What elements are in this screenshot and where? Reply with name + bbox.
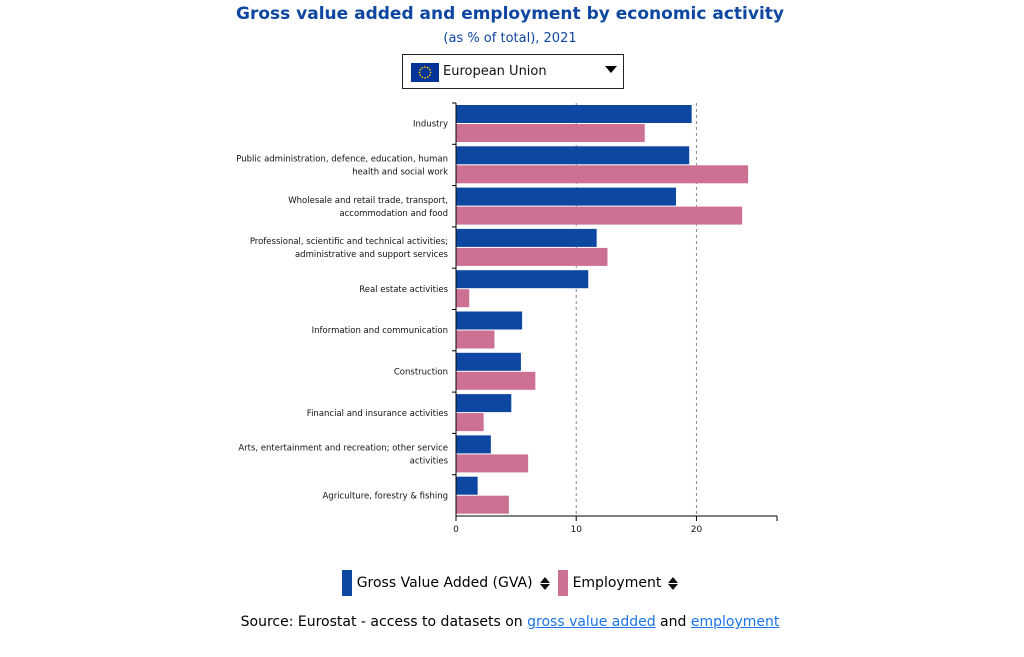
legend-gva-label: Gross Value Added (GVA) xyxy=(356,575,533,591)
employment-bar xyxy=(456,206,743,225)
gva-bar xyxy=(456,476,478,495)
gva-bar xyxy=(456,228,597,247)
source-middle: and xyxy=(655,614,691,630)
legend-item-employment[interactable]: Employment xyxy=(557,570,679,596)
employment-bar xyxy=(456,413,484,432)
gva-bar xyxy=(456,311,523,330)
employment-bar xyxy=(456,454,529,473)
source-note: Source: Eurostat - access to datasets on… xyxy=(0,614,1020,630)
employment-bar xyxy=(456,124,645,142)
employment-bar xyxy=(456,289,470,308)
gva-bar xyxy=(456,187,677,206)
gva-swatch xyxy=(341,570,352,596)
category-label: health and social work xyxy=(352,167,448,177)
caret-down-icon xyxy=(605,66,617,73)
bar-chart: Industry Public administration, defence, … xyxy=(236,102,778,535)
category-label: Arts, entertainment and recreation; othe… xyxy=(238,444,448,454)
x-tick-label: 20 xyxy=(691,525,703,535)
category-label: Financial and insurance activities xyxy=(307,409,449,419)
category-label: activities xyxy=(410,457,449,467)
legend-item-gva[interactable]: Gross Value Added (GVA) xyxy=(341,570,550,596)
source-prefix: Source: Eurostat - access to datasets on xyxy=(240,614,528,630)
category-label: Construction xyxy=(394,367,448,377)
employment-bar xyxy=(456,247,608,266)
legend-employment-label: Employment xyxy=(572,575,662,591)
country-selector[interactable]: European Union xyxy=(402,54,624,89)
sort-icon[interactable] xyxy=(668,576,679,590)
gva-bar xyxy=(456,146,690,165)
gva-bar xyxy=(456,435,491,454)
gva-bar xyxy=(456,352,521,371)
category-label: Information and communication xyxy=(312,326,448,336)
category-label: administrative and support services xyxy=(295,250,449,260)
chart-title: Gross value added and employment by econ… xyxy=(236,4,784,24)
employment-bar xyxy=(456,165,749,184)
employment-dataset-link[interactable]: employment xyxy=(690,614,780,630)
x-tick-label: 10 xyxy=(570,525,582,535)
gva-dataset-link[interactable]: gross value added xyxy=(527,614,656,630)
sort-icon[interactable] xyxy=(539,576,550,590)
country-selector-value: European Union xyxy=(443,64,547,79)
employment-bar xyxy=(456,371,536,390)
category-label: Industry xyxy=(413,120,448,130)
employment-bar xyxy=(456,495,509,514)
category-label: Wholesale and retail trade, transport, xyxy=(288,196,448,206)
gva-bar xyxy=(456,105,692,123)
employment-swatch xyxy=(557,570,568,596)
gva-bar xyxy=(456,270,589,289)
category-label: Professional, scientific and technical a… xyxy=(250,237,448,247)
category-label: Agriculture, forestry & fishing xyxy=(322,491,448,501)
category-label: Public administration, defence, educatio… xyxy=(236,154,448,164)
x-tick-label: 0 xyxy=(453,525,459,535)
chart-subtitle: (as % of total), 2021 xyxy=(443,31,577,46)
legend: Gross Value Added (GVA) Employment xyxy=(0,570,1020,596)
category-label: accommodation and food xyxy=(339,209,448,219)
gva-bar xyxy=(456,394,512,413)
employment-bar xyxy=(456,330,495,349)
eu-flag-icon xyxy=(411,63,439,82)
category-label: Real estate activities xyxy=(359,285,448,295)
